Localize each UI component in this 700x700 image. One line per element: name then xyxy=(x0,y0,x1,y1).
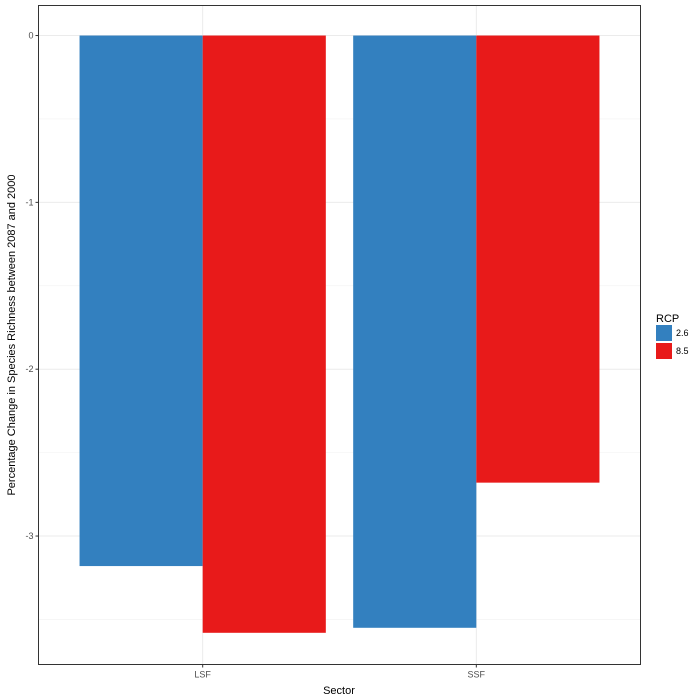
x-tick-label: SSF xyxy=(468,670,486,680)
x-tick-label: LSF xyxy=(194,670,211,680)
legend: RCP 2.6 8.5 xyxy=(656,313,689,359)
y-tick-label: -3 xyxy=(25,531,33,541)
bar-lsf-8-5 xyxy=(203,36,326,633)
legend-title: RCP xyxy=(656,313,679,325)
y-axis: 0 -1 -2 -3 xyxy=(25,31,38,542)
y-tick-label: -2 xyxy=(25,364,33,374)
x-axis: LSF SSF xyxy=(194,665,485,680)
y-tick-label: 0 xyxy=(28,31,33,41)
bar-ssf-8-5 xyxy=(476,36,599,483)
x-axis-title: Sector xyxy=(323,685,355,697)
legend-key xyxy=(656,343,672,359)
legend-label: 8.5 xyxy=(676,346,689,356)
bar-lsf-2-6 xyxy=(80,36,203,567)
legend-key xyxy=(656,325,672,341)
bar-ssf-2-6 xyxy=(353,36,476,628)
y-tick-label: -1 xyxy=(25,197,33,207)
y-axis-title: Percentage Change in Species Richness be… xyxy=(6,174,18,495)
legend-label: 2.6 xyxy=(676,328,689,338)
